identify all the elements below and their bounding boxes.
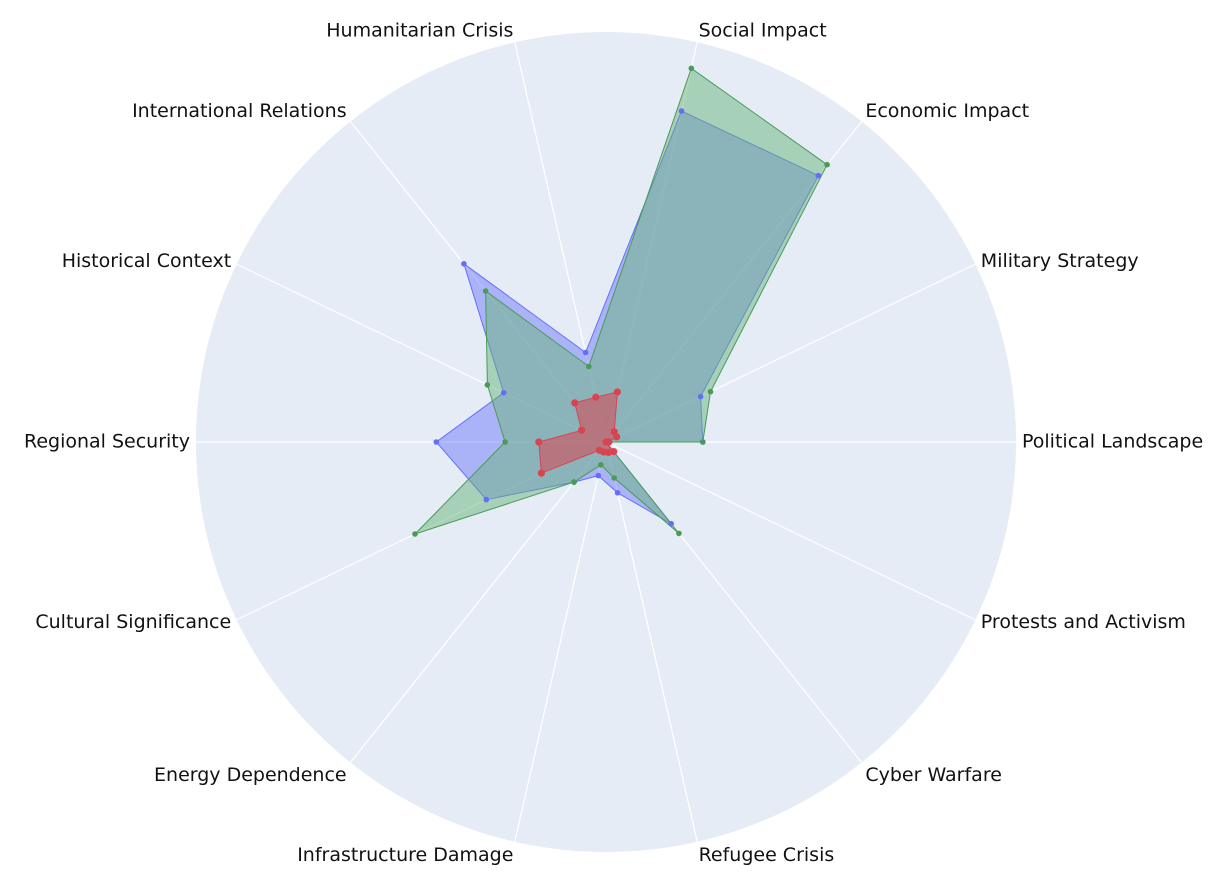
series-2-point-international-relations [482, 288, 489, 294]
series-2-point-cultural-significance [412, 531, 418, 537]
axis-label-cyber-warfare: Cyber Warfare [865, 764, 1002, 786]
axis-label-refugee-crisis: Refugee Crisis [699, 844, 835, 866]
series-2-point-social-impact [688, 65, 695, 72]
axis-label-regional-security: Regional Security [24, 431, 190, 453]
series-1-point-infrastructure-damage [595, 472, 602, 479]
series-3-point-social-impact [613, 388, 622, 396]
series-1-point-international-relations [461, 261, 467, 267]
series-3-point-economic-impact [610, 428, 618, 436]
series-1-point-cultural-significance [483, 496, 490, 503]
series-1-point-refugee-crisis [614, 490, 621, 496]
series-1-point-historical-context [500, 389, 507, 396]
series-2-point-humanitarian-crisis [586, 363, 592, 370]
series-2-point-refugee-crisis [611, 475, 617, 481]
axis-label-social-impact: Social Impact [699, 19, 827, 41]
series-1-point-social-impact [678, 108, 685, 114]
grid-spoke-energy-dependence [349, 441, 607, 763]
series-1-point-economic-impact [815, 172, 822, 179]
axis-label-economic-impact: Economic Impact [865, 100, 1029, 122]
series-2-point-cyber-warfare [676, 530, 682, 537]
angular-axis-labels: Political Landscape Military Strategy Econ… [24, 19, 1203, 866]
series-areas [414, 67, 828, 535]
axis-label-energy-dependence: Energy Dependence [154, 764, 347, 786]
series-3-point-protests-and-activism [602, 438, 610, 446]
series-3-point-regional-security [535, 438, 543, 446]
series-2-point-economic-impact [824, 161, 830, 168]
axis-label-historical-context: Historical Context [62, 250, 231, 272]
series-1-point-regional-security [433, 439, 440, 445]
axis-label-international-relations: International Relations [132, 100, 347, 122]
series-2-point-military-strategy [707, 388, 714, 395]
series-3-point-international-relations [571, 399, 579, 407]
series-3-point-refugee-crisis [604, 448, 613, 456]
axis-label-infrastructure-damage: Infrastructure Damage [297, 844, 513, 866]
axis-label-cultural-significance: Cultural Significance [35, 611, 231, 633]
series-2-point-infrastructure-damage [598, 462, 604, 468]
series-3-point-historical-context [578, 426, 586, 434]
grid-spoke-refugee-crisis [605, 441, 698, 842]
series-3-point-cyber-warfare [610, 448, 618, 456]
series-1-point-humanitarian-crisis [582, 349, 589, 356]
axis-label-political-landscape: Political Landscape [1022, 431, 1203, 453]
series-points [412, 65, 830, 537]
series-2-point-energy-dependence [571, 479, 577, 485]
series-1-point-military-strategy [697, 393, 704, 400]
series-3-point-cultural-significance [537, 469, 546, 477]
axis-label-protests-and-activism: Protests and Activism [981, 611, 1186, 633]
grid-spoke-infrastructure-damage [514, 441, 607, 842]
grid-spoke-protests-and-activism [605, 441, 976, 621]
series-2-point-historical-context [484, 382, 491, 388]
series-3-point-humanitarian-crisis [592, 393, 600, 401]
series-2-point-regional-security [502, 439, 508, 445]
axis-label-humanitarian-crisis: Humanitarian Crisis [326, 19, 513, 41]
axis-label-military-strategy: Military Strategy [981, 250, 1139, 272]
series-1-point-cyber-warfare [668, 520, 674, 527]
series-2-point-political-landscape [700, 439, 706, 445]
